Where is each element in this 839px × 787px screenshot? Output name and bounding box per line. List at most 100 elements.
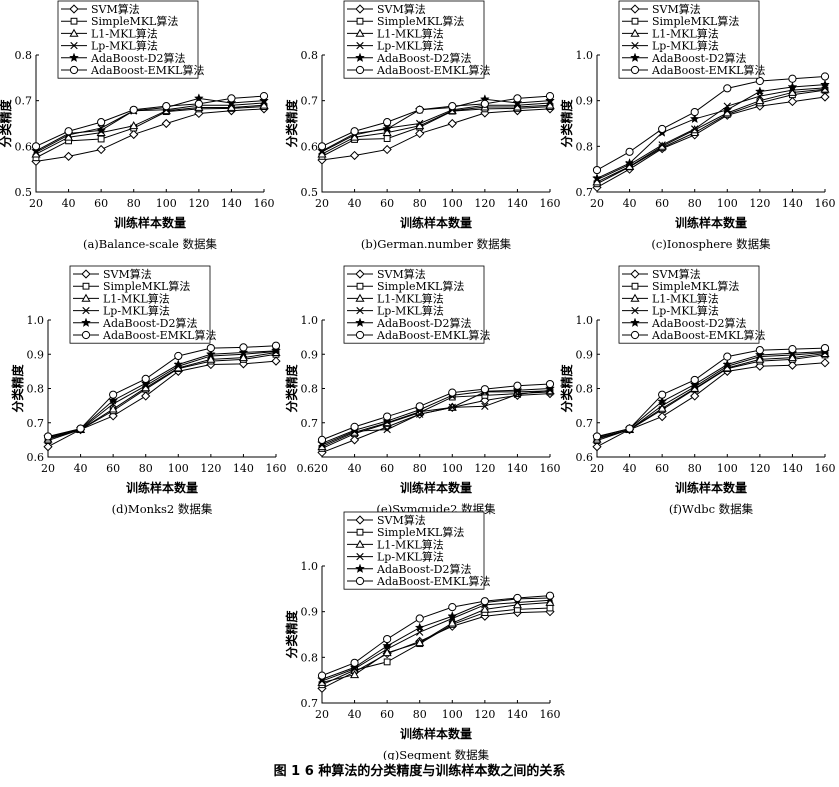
legend-marker [630, 269, 640, 279]
panel-subtitle: (d)Monks2 数据集 [112, 502, 213, 516]
data-point [447, 118, 457, 129]
series-line [596, 87, 826, 181]
series-line [35, 108, 265, 162]
legend-entry: Lp-MKL算法 [377, 39, 444, 53]
series-line [47, 360, 277, 448]
figure-caption: 图 1 6 种算法的分类精度与训练样本数之间的关系 [273, 764, 566, 779]
series-line [321, 383, 551, 441]
legend-marker [356, 17, 364, 25]
legend-entry: SimpleMKL算法 [652, 279, 739, 293]
data-point [448, 102, 457, 111]
legend-marker [356, 282, 364, 290]
y-tick-label: 0.8 [301, 383, 319, 396]
x-tick-label: 100 [442, 462, 463, 475]
y-tick-label: 0.7 [27, 417, 45, 430]
data-point [722, 104, 733, 115]
legend-marker [631, 306, 639, 315]
data-point [206, 343, 215, 353]
data-point [317, 145, 327, 156]
data-point [109, 390, 118, 399]
x-tick-label: 20 [41, 462, 55, 475]
y-axis-label: 分类精度 [284, 99, 299, 148]
legend-box [69, 265, 211, 344]
legend-entry: AdaBoost-D2算法 [376, 51, 471, 65]
y-tick-label: 0.8 [576, 383, 594, 396]
legend-entry: AdaBoost-EMKL算法 [376, 328, 490, 342]
legend-entry: AdaBoost-D2算法 [651, 51, 746, 65]
x-tick-label: 80 [139, 462, 153, 475]
series-line [321, 595, 551, 677]
series-line [321, 597, 551, 680]
data-point [271, 356, 281, 366]
legend-marker [356, 41, 364, 50]
legend-marker [355, 330, 365, 340]
data-point [349, 435, 360, 445]
legend-marker [81, 317, 91, 328]
data-point [383, 412, 392, 421]
legend-marker [630, 65, 640, 75]
data-point [383, 425, 391, 434]
data-point [788, 345, 797, 354]
data-point [481, 402, 489, 410]
data-point [174, 351, 183, 361]
data-point [820, 92, 830, 102]
legend-marker [630, 330, 640, 340]
legend-marker [81, 330, 91, 340]
data-point [415, 128, 425, 139]
data-point [787, 81, 798, 92]
series-line [321, 388, 551, 444]
y-axis-label: 分类精度 [559, 364, 574, 413]
series-diamond [317, 607, 555, 693]
data-point [43, 432, 53, 441]
legend-marker [356, 552, 364, 561]
data-point [625, 147, 634, 156]
series-circle [592, 72, 830, 175]
series-line [47, 350, 277, 438]
data-point [415, 614, 424, 623]
legend-marker [355, 317, 365, 328]
data-point [317, 435, 327, 444]
legend-marker [355, 515, 365, 525]
y-tick-label: 0.7 [301, 417, 319, 430]
legend-entry: Lp-MKL算法 [377, 550, 444, 564]
x-tick-label: 140 [507, 708, 528, 721]
data-point [161, 118, 171, 129]
legend-entry: SimpleMKL算法 [377, 14, 464, 28]
data-point [383, 658, 391, 666]
x-tick-label: 80 [413, 462, 427, 475]
y-tick-label: 0.6 [301, 140, 319, 153]
legend-entry: AdaBoost-EMKL算法 [90, 63, 204, 77]
series-diamond [592, 92, 830, 193]
x-tick-label: 80 [688, 197, 702, 210]
y-tick-label: 0.9 [301, 606, 319, 619]
data-point [108, 395, 119, 405]
series-line [35, 104, 265, 155]
data-point [415, 637, 425, 647]
data-point [723, 84, 732, 93]
data-point [383, 634, 392, 644]
data-point [129, 129, 139, 140]
x-axis-label: 训练样本数量 [675, 215, 747, 230]
data-point [787, 96, 798, 107]
data-point [350, 422, 359, 431]
data-point [141, 391, 151, 401]
legend-marker [355, 563, 365, 574]
x-tick-label: 80 [688, 462, 702, 475]
legend-entry: L1-MKL算法 [652, 291, 719, 305]
chart-panel-2: 20 40 60 80 100 120 140 160 0.5 0.6 0.7 0.8 训练样本数量 分类… [284, 0, 561, 251]
x-tick-label: 100 [717, 462, 738, 475]
x-tick-label: 40 [62, 197, 76, 210]
data-point [259, 92, 269, 101]
x-tick-label: 120 [188, 197, 209, 210]
data-point [448, 603, 457, 612]
y-tick-label: 0.8 [301, 651, 319, 664]
data-point [382, 640, 393, 651]
legend-marker [631, 282, 639, 290]
legend-marker [69, 28, 79, 37]
x-tick-label: 160 [254, 197, 275, 210]
data-point [690, 375, 699, 385]
data-point [416, 119, 424, 128]
y-tick-label: 0.9 [576, 95, 594, 108]
y-tick-label: 1.0 [301, 560, 319, 573]
x-tick-label: 40 [348, 708, 362, 721]
